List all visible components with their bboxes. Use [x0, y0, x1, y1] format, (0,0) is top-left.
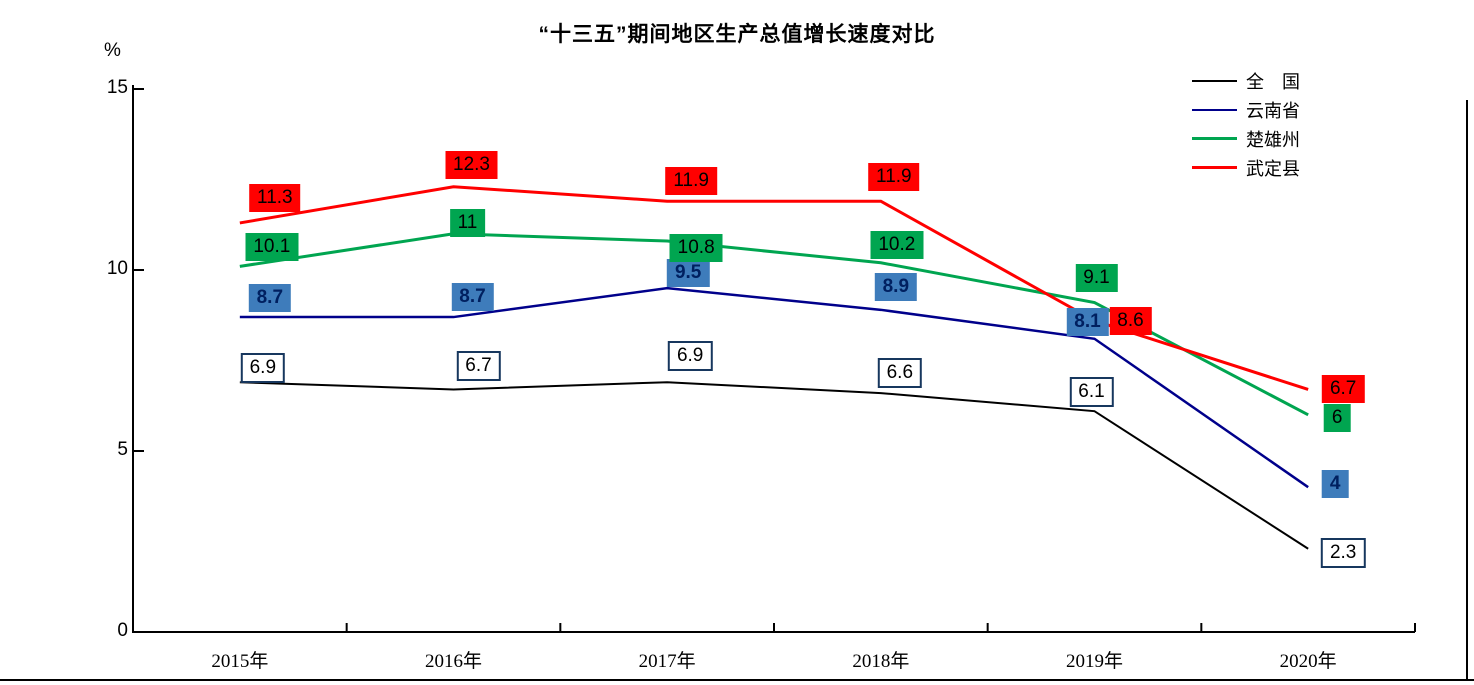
data-point-label: 8.9 [874, 272, 918, 301]
data-point-label: 6 [1323, 403, 1351, 432]
legend: 全 国云南省楚雄州武定县 [1192, 66, 1300, 182]
x-axis-label: 2016年 [424, 651, 483, 672]
x-axis-label: 2017年 [638, 651, 696, 672]
series-line [239, 286, 1309, 489]
x-axis-label: 2019年 [1065, 651, 1124, 672]
legend-line-swatch [1192, 79, 1237, 82]
legend-item: 武定县 [1192, 153, 1300, 182]
data-point-label: 12.3 [445, 150, 498, 179]
data-point-label: 4 [1321, 470, 1349, 499]
data-point-label: 9.1 [1075, 263, 1118, 292]
chart-title: “十三五”期间地区生产总值增长速度对比 [538, 23, 936, 46]
data-point-label: 8.1 [1066, 307, 1109, 336]
legend-label: 武定县 [1246, 158, 1300, 179]
legend-item: 云南省 [1192, 95, 1300, 124]
y-axis-label: 5 [117, 439, 128, 460]
x-axis-label: 2015年 [211, 651, 269, 672]
data-point-label: 6.6 [877, 358, 923, 389]
frame-right-border [1466, 100, 1468, 681]
legend-label: 全 国 [1246, 71, 1300, 92]
y-axis-label: 0 [117, 620, 128, 641]
legend-line-swatch [1192, 137, 1237, 140]
data-point-label: 8.7 [451, 283, 494, 312]
data-point-label: 6.9 [667, 341, 713, 372]
legend-item: 全 国 [1192, 66, 1300, 95]
legend-label: 云南省 [1246, 100, 1300, 121]
data-point-label: 10.1 [245, 233, 299, 262]
legend-label: 楚雄州 [1246, 129, 1300, 150]
frame-bottom-border [0, 679, 1474, 681]
data-point-label: 11 [449, 208, 486, 237]
legend-line-swatch [1192, 166, 1237, 169]
x-axis-label: 2018年 [852, 651, 910, 672]
y-axis-label: 10 [106, 258, 128, 279]
x-axis-label: 2020年 [1279, 651, 1337, 672]
data-point-label: 11.3 [249, 183, 301, 212]
data-point-label: 6.1 [1069, 377, 1114, 408]
data-point-label: 2.3 [1320, 537, 1366, 568]
data-point-label: 6.7 [456, 351, 501, 382]
data-point-label: 8.6 [1109, 306, 1152, 335]
y-axis-unit-label: % [104, 40, 121, 61]
data-point-label: 11.9 [665, 167, 717, 196]
data-point-label: 8.7 [248, 284, 292, 313]
legend-line-swatch [1192, 108, 1237, 111]
data-point-label: 6.9 [240, 353, 286, 384]
y-axis-label: 15 [106, 77, 128, 98]
legend-item: 楚雄州 [1192, 124, 1300, 153]
data-point-label: 10.2 [870, 230, 924, 259]
data-point-label: 9.5 [666, 259, 710, 288]
data-point-label: 10.8 [669, 234, 723, 263]
series-line [239, 381, 1309, 550]
data-point-label: 6.7 [1321, 375, 1365, 404]
data-point-label: 11.9 [868, 163, 920, 192]
